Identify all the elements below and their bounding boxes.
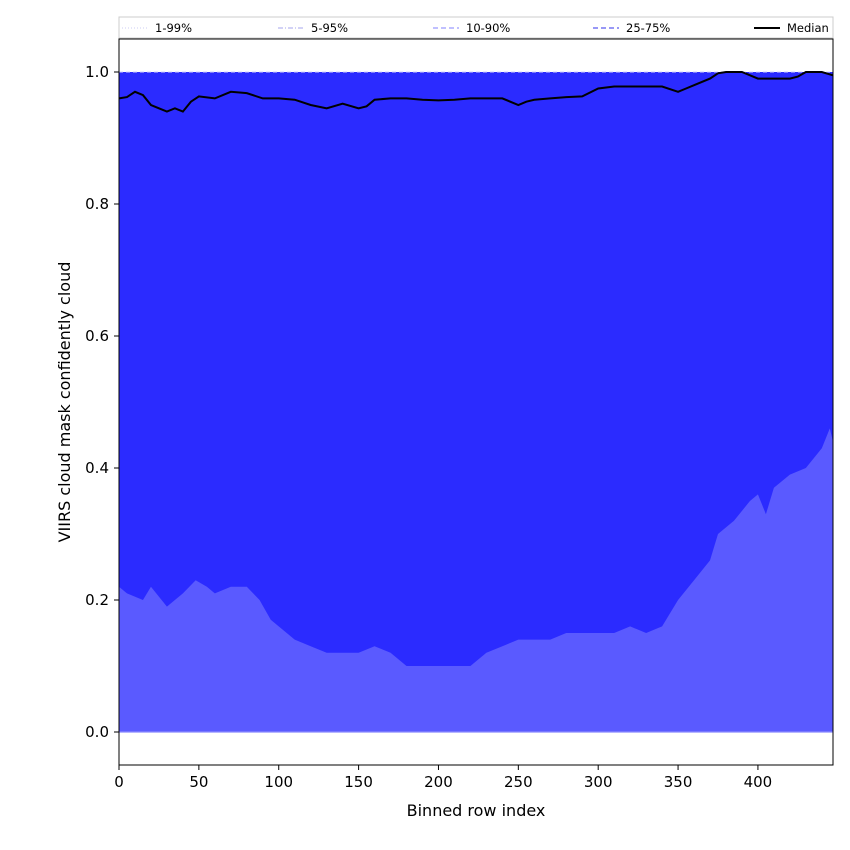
y-tick-label: 1.0 xyxy=(85,63,109,81)
y-tick-label: 0.0 xyxy=(85,723,109,741)
x-tick-label: 350 xyxy=(664,773,693,791)
legend-box xyxy=(118,16,834,39)
x-tick-label: 150 xyxy=(344,773,373,791)
axes: 0 50 100 150 200 250 300 350 400 0.0 0.2 0.4 0.6 0.8 1… xyxy=(85,38,834,791)
legend-label: Median xyxy=(787,21,829,35)
x-tick-label: 250 xyxy=(504,773,533,791)
band-25-75pct xyxy=(119,428,833,732)
median-line xyxy=(118,71,834,113)
y-tick-label: 0.6 xyxy=(85,327,109,345)
y-tick-label: 0.4 xyxy=(85,459,109,477)
x-tick-label: 300 xyxy=(584,773,613,791)
x-axis-title: Binned row index xyxy=(407,801,546,820)
y-tick-label: 0.8 xyxy=(85,195,109,213)
x-tick-label: 50 xyxy=(189,773,208,791)
legend-label: 5-95% xyxy=(311,21,348,35)
x-tick-label: 200 xyxy=(424,773,453,791)
x-tick-label: 400 xyxy=(744,773,773,791)
plot-area xyxy=(118,71,834,733)
band-10-90pct xyxy=(119,72,833,732)
legend-label: 1-99% xyxy=(155,21,192,35)
legend: 1-99% 5-95% 10-90% 25-75% Median xyxy=(118,16,834,39)
x-tick-label: 100 xyxy=(264,773,293,791)
legend-label: 10-90% xyxy=(466,21,510,35)
x-tick-label: 0 xyxy=(114,773,124,791)
y-axis-title: VIIRS cloud mask confidently cloud xyxy=(55,262,74,543)
y-tick-label: 0.2 xyxy=(85,591,109,609)
legend-label: 25-75% xyxy=(626,21,670,35)
axes-frame xyxy=(118,38,834,766)
